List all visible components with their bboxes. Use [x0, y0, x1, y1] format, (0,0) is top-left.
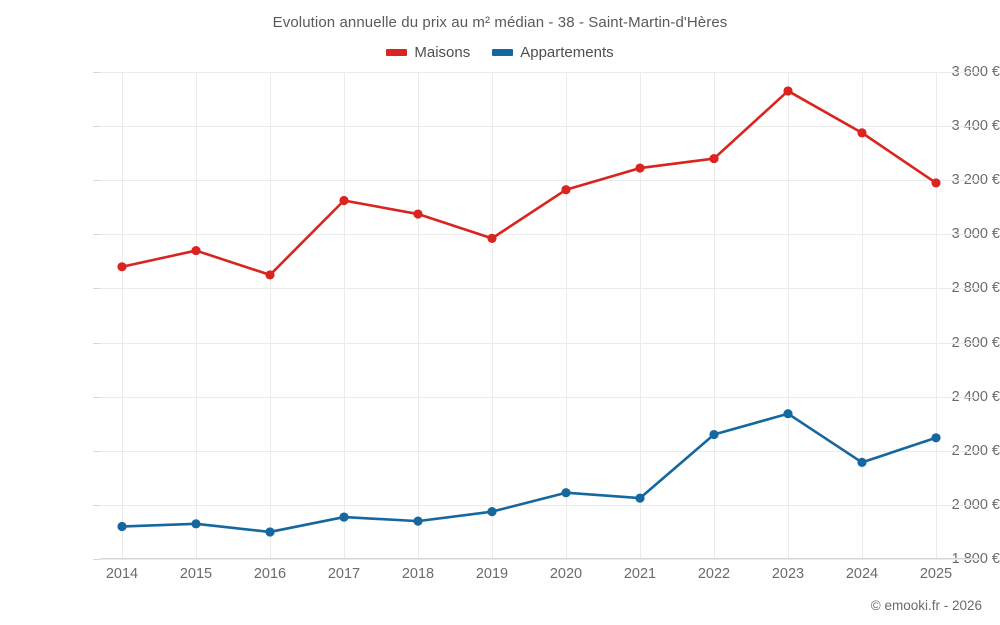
data-point[interactable]	[931, 433, 941, 443]
data-point[interactable]	[783, 409, 793, 419]
x-axis-tick-label: 2014	[105, 566, 139, 582]
gridline-vertical	[640, 72, 641, 559]
x-axis-tick-label: 2020	[549, 566, 583, 582]
x-axis-tick-label: 2015	[179, 566, 213, 582]
data-point[interactable]	[487, 233, 497, 243]
data-point[interactable]	[635, 493, 645, 503]
chart-legend: Maisons Appartements	[0, 44, 1000, 61]
data-point[interactable]	[635, 163, 645, 173]
gridline-horizontal	[100, 234, 980, 236]
x-axis-tick-label: 2025	[919, 566, 953, 582]
series-layer	[117, 86, 941, 537]
series-maisons	[117, 86, 941, 280]
x-axis-tick-label: 2021	[623, 566, 657, 582]
data-point[interactable]	[191, 245, 201, 256]
gridline-vertical	[418, 72, 419, 559]
plot-area	[100, 72, 980, 560]
data-point[interactable]	[487, 507, 497, 517]
x-axis-tick-label: 2022	[697, 566, 731, 582]
gridline-horizontal	[100, 288, 980, 290]
gridline-horizontal	[100, 126, 980, 128]
data-point[interactable]	[339, 195, 349, 206]
gridline-vertical	[344, 72, 345, 559]
data-point[interactable]	[117, 262, 127, 272]
x-axis-tick-label: 2016	[253, 566, 287, 582]
gridline-horizontal	[100, 450, 980, 452]
y-axis-tick-mark	[93, 234, 100, 236]
data-point[interactable]	[191, 519, 201, 529]
data-point[interactable]	[265, 270, 275, 280]
y-axis-tick-mark	[93, 126, 100, 128]
gridline-vertical	[862, 72, 863, 559]
data-point[interactable]	[709, 153, 719, 164]
data-point[interactable]	[413, 209, 423, 219]
gridline-vertical	[492, 72, 493, 559]
gridline-vertical	[270, 72, 271, 559]
axis-bottom-line	[100, 558, 980, 559]
gridline-vertical	[566, 72, 567, 559]
y-axis-tick-mark	[93, 72, 100, 73]
gridline-vertical	[788, 72, 789, 559]
data-point[interactable]	[265, 527, 275, 537]
data-point[interactable]	[561, 488, 571, 498]
data-point[interactable]	[339, 512, 349, 522]
gridline-vertical	[196, 72, 197, 559]
data-point[interactable]	[857, 457, 867, 468]
legend-swatch-maisons	[386, 49, 408, 56]
data-point[interactable]	[857, 128, 867, 138]
gridline-vertical	[714, 72, 715, 559]
data-point[interactable]	[709, 429, 719, 440]
data-point[interactable]	[413, 516, 423, 526]
legend-swatch-appartements	[492, 49, 514, 56]
data-point[interactable]	[931, 178, 941, 188]
x-axis-tick-label: 2023	[771, 566, 805, 582]
legend-item-maisons[interactable]: Maisons	[386, 44, 470, 61]
y-axis-tick-mark	[93, 559, 100, 560]
gridline-vertical	[122, 72, 123, 559]
series-line	[120, 89, 938, 277]
gridline-horizontal	[100, 396, 980, 398]
y-axis-tick-mark	[93, 396, 100, 398]
legend-label-maisons: Maisons	[414, 44, 471, 61]
y-axis-tick-mark	[93, 288, 100, 290]
series-appartements	[117, 409, 941, 537]
gridline-horizontal	[100, 504, 980, 506]
gridline-horizontal	[100, 559, 980, 560]
data-point[interactable]	[117, 521, 127, 532]
data-point[interactable]	[783, 86, 793, 96]
x-axis-tick-label: 2018	[401, 566, 435, 582]
x-axis-tick-label: 2024	[845, 566, 879, 582]
gridline-vertical	[936, 72, 937, 559]
x-axis-tick-label: 2019	[475, 566, 509, 582]
y-axis-tick-mark	[93, 342, 100, 344]
y-axis-tick-mark	[93, 504, 100, 506]
series-line	[120, 412, 938, 534]
data-point[interactable]	[561, 185, 571, 195]
chart-title: Evolution annuelle du prix au m² médian …	[272, 14, 728, 31]
legend-item-appartements[interactable]: Appartements	[492, 44, 614, 61]
gridline-horizontal	[100, 342, 980, 344]
gridline-horizontal	[100, 180, 980, 182]
y-axis-tick-mark	[93, 450, 100, 452]
footer-credit: © emooki.fr - 2026	[870, 598, 982, 613]
gridline-horizontal	[100, 72, 980, 73]
y-axis-tick-mark	[93, 180, 100, 182]
legend-label-appartements: Appartements	[520, 44, 614, 61]
x-axis-tick-label: 2017	[327, 566, 361, 582]
